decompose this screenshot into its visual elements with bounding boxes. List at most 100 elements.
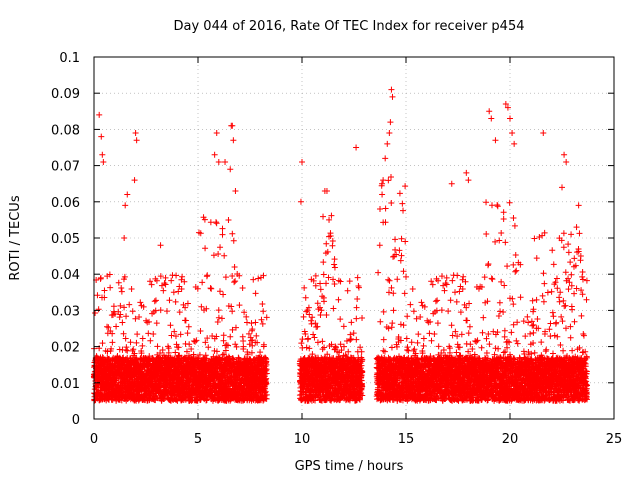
data-point [303,308,310,315]
data-point [197,327,204,334]
data-point [202,245,209,252]
data-point [323,312,330,319]
data-point [387,174,394,181]
data-point [110,303,117,310]
data-point [330,305,337,312]
data-point [107,284,114,291]
data-point [124,347,131,354]
data-point [130,346,137,353]
data-point [354,296,361,303]
data-point [207,219,214,226]
data-point [298,340,305,347]
data-point [259,320,266,327]
data-point [217,244,224,251]
data-point [119,319,126,326]
data-point [222,274,229,281]
data-point [106,271,113,278]
data-point [184,300,191,307]
data-point [223,342,230,349]
data-point [196,351,203,358]
data-point [218,315,225,322]
data-point [172,298,179,305]
data-point [231,279,238,286]
data-point [320,271,327,278]
data-point [137,299,144,306]
data-point [320,213,327,220]
data-point [185,323,192,330]
data-point [392,236,399,243]
data-point [207,285,214,292]
data-point [121,304,128,311]
data-point [225,217,232,224]
data-point [390,290,397,297]
data-point [117,311,124,318]
data-point [331,264,338,271]
data-point [214,318,221,325]
data-point [311,334,318,341]
data-point [344,287,351,294]
data-point [215,250,222,257]
data-point [317,286,324,293]
data-point [257,349,264,356]
data-point [118,285,125,292]
data-point [260,308,267,315]
data-point [150,330,157,337]
data-point [347,336,354,343]
data-point [221,252,228,259]
data-point [208,285,215,292]
data-point [377,318,384,325]
data-point [323,240,330,247]
data-point [252,290,259,297]
data-point [96,345,103,352]
data-point [302,294,309,301]
data-point [123,344,130,351]
data-point [353,336,360,343]
data-point [380,308,387,315]
data-point [170,289,177,296]
data-point [145,330,152,337]
data-point [172,349,179,356]
data-point [139,342,146,349]
data-point [258,316,265,323]
data-point [101,287,108,294]
data-point [199,279,206,286]
data-point [115,279,122,286]
data-point [118,288,125,295]
data-point [213,220,220,227]
data-point [134,331,141,338]
data-point [154,343,161,350]
data-point [117,302,124,309]
data-point [173,272,180,279]
data-point [346,278,353,285]
data-point [388,199,395,206]
data-point [323,280,330,287]
data-point [380,336,387,343]
data-point [359,314,366,321]
data-point [229,308,236,315]
data-point [230,237,237,244]
data-point [131,350,138,357]
data-point [121,273,128,280]
data-point [99,340,106,347]
data-point [184,330,191,337]
data-point [126,301,133,308]
data-point [192,338,199,345]
data-point [305,335,312,342]
data-point [376,242,383,249]
data-point [320,259,327,266]
data-point [101,294,108,301]
data-point [215,307,222,314]
data-point [231,264,238,271]
data-point [390,307,397,314]
data-point [139,335,146,342]
data-point [263,314,270,321]
data-point [147,278,154,285]
data-point [319,338,326,345]
data-point [128,286,135,293]
data-point [259,300,266,307]
data-point [159,347,166,354]
data-point [152,297,159,304]
data-point [160,287,167,294]
data-point [215,314,222,321]
